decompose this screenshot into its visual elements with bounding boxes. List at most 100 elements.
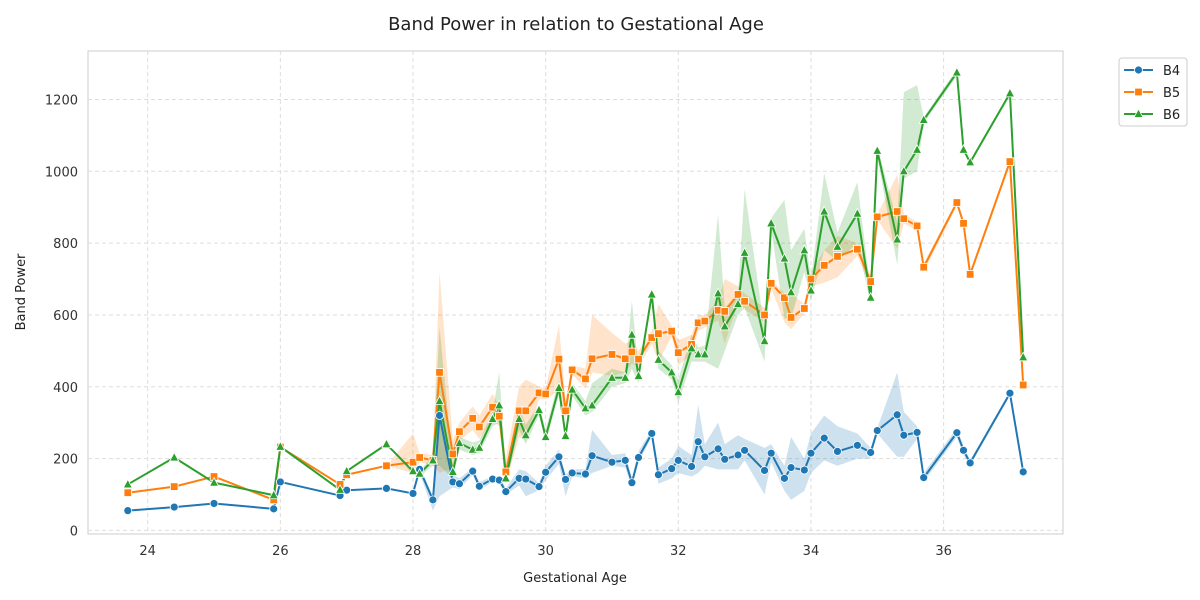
- point-b6: [586, 399, 598, 410]
- point-b5: [468, 414, 477, 423]
- point-b6: [892, 233, 903, 244]
- point-b5: [853, 245, 862, 254]
- x-tick-label: 32: [670, 544, 687, 559]
- point-b6: [633, 370, 644, 380]
- point-b5: [720, 307, 729, 316]
- point-b4: [786, 463, 796, 472]
- point-b4: [912, 427, 922, 437]
- point-b5: [820, 261, 829, 270]
- x-tick-label: 30: [537, 544, 554, 559]
- point-b6: [732, 298, 744, 309]
- point-b6: [785, 286, 797, 297]
- point-b5: [733, 290, 743, 299]
- point-b6: [520, 429, 531, 440]
- x-tick-label: 34: [803, 544, 820, 559]
- y-tick-label: 200: [53, 453, 78, 468]
- point-b4: [693, 437, 703, 447]
- point-b4: [647, 429, 657, 438]
- point-b4: [541, 467, 551, 477]
- point-b5: [873, 212, 882, 222]
- point-b5: [587, 354, 597, 363]
- point-b4: [733, 450, 743, 460]
- x-tick-label: 26: [272, 544, 289, 559]
- point-b5: [899, 214, 909, 223]
- point-b5: [448, 449, 457, 459]
- point-b4: [275, 477, 285, 487]
- y-tick-label: 1200: [45, 93, 78, 108]
- point-b4: [654, 470, 663, 480]
- point-b6: [699, 348, 711, 359]
- point-b6: [712, 287, 724, 298]
- point-b4: [673, 455, 683, 465]
- point-b6: [739, 246, 750, 257]
- point-b6: [759, 335, 770, 346]
- point-b5: [740, 297, 749, 306]
- x-tick-label: 28: [405, 544, 422, 559]
- point-b5: [866, 277, 875, 286]
- x-tick-label: 36: [935, 544, 952, 559]
- point-b4: [620, 455, 630, 465]
- point-b5: [833, 252, 842, 261]
- point-b4: [806, 448, 816, 458]
- point-b6: [567, 383, 578, 394]
- point-b5: [912, 221, 922, 231]
- point-b6: [606, 371, 618, 382]
- point-b6: [719, 320, 730, 331]
- point-b5: [780, 293, 789, 302]
- point-b5: [581, 374, 590, 384]
- legend-label-b4: B4: [1163, 64, 1180, 79]
- point-b5: [1005, 157, 1015, 166]
- chart-title: Band Power in relation to Gestational Ag…: [388, 14, 764, 35]
- point-b6: [414, 467, 425, 478]
- legend-marker-b5: [1134, 87, 1143, 97]
- point-b6: [666, 366, 677, 377]
- point-b6: [1018, 351, 1029, 362]
- point-b4: [965, 458, 975, 468]
- band-b4: [127, 372, 1024, 511]
- point-b4: [382, 483, 391, 493]
- point-b5: [700, 316, 710, 326]
- point-b4: [760, 466, 769, 475]
- point-b4: [952, 428, 962, 438]
- point-b6: [268, 489, 279, 500]
- point-b4: [1018, 467, 1028, 477]
- point-b6: [832, 240, 843, 251]
- point-b6: [454, 437, 465, 448]
- point-b4: [1005, 388, 1015, 398]
- point-b6: [653, 353, 664, 364]
- point-b5: [667, 326, 676, 336]
- point-b6: [447, 466, 458, 476]
- point-b6: [334, 483, 346, 494]
- point-b5: [435, 368, 444, 377]
- point-b5: [567, 365, 577, 375]
- point-b4: [766, 448, 776, 458]
- y-tick-label: 400: [53, 381, 78, 396]
- point-b4: [435, 411, 444, 420]
- point-b5: [123, 488, 132, 497]
- point-b4: [561, 475, 570, 484]
- point-b5: [554, 354, 564, 364]
- point-b6: [911, 143, 923, 154]
- point-b4: [919, 473, 929, 483]
- point-b5: [766, 279, 776, 288]
- point-b6: [494, 399, 505, 410]
- point-b6: [865, 291, 876, 302]
- point-b4: [607, 457, 617, 467]
- point-b6: [626, 328, 638, 339]
- point-b5: [786, 313, 796, 322]
- legend-marker-b6: [1133, 108, 1144, 118]
- point-b6: [799, 244, 810, 255]
- point-b4: [799, 465, 809, 475]
- point-b5: [621, 354, 630, 363]
- point-b5: [521, 406, 530, 416]
- point-b6: [872, 144, 883, 155]
- point-b4: [634, 453, 643, 462]
- point-b5: [674, 348, 683, 357]
- point-b5: [627, 347, 637, 357]
- point-b5: [806, 274, 816, 284]
- point-b4: [892, 410, 902, 420]
- legend-label-b5: B5: [1163, 86, 1180, 101]
- point-b4: [740, 445, 750, 455]
- point-b6: [533, 404, 545, 415]
